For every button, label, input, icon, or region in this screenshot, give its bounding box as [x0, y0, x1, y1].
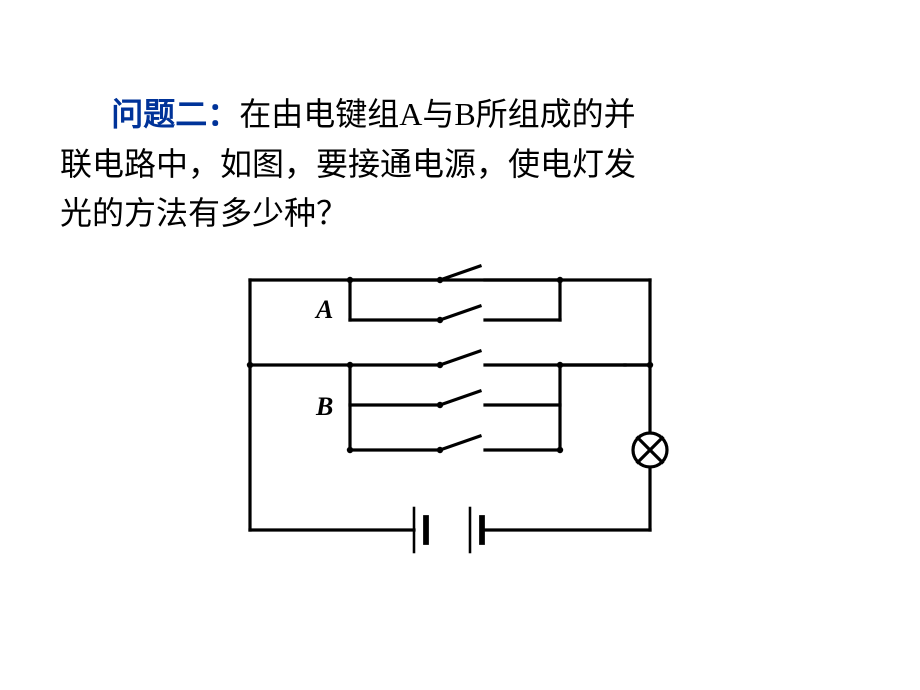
slide: 问题二：在由电键组A与B所组成的并 联电路中，如图，要接通电源，使电灯发 光的方…: [0, 0, 920, 690]
circuit-svg: AB: [230, 260, 670, 560]
svg-text:B: B: [315, 392, 333, 421]
question-label: 问题二：: [111, 96, 239, 132]
svg-text:A: A: [314, 295, 333, 324]
question-body-line3: 光的方法有多少种？: [60, 195, 348, 231]
circuit-diagram: AB: [230, 260, 670, 560]
question-text: 问题二：在由电键组A与B所组成的并 联电路中，如图，要接通电源，使电灯发 光的方…: [60, 90, 860, 239]
question-body-line2: 联电路中，如图，要接通电源，使电灯发: [60, 146, 636, 182]
question-body-line1: 在由电键组A与B所组成的并: [239, 96, 635, 132]
